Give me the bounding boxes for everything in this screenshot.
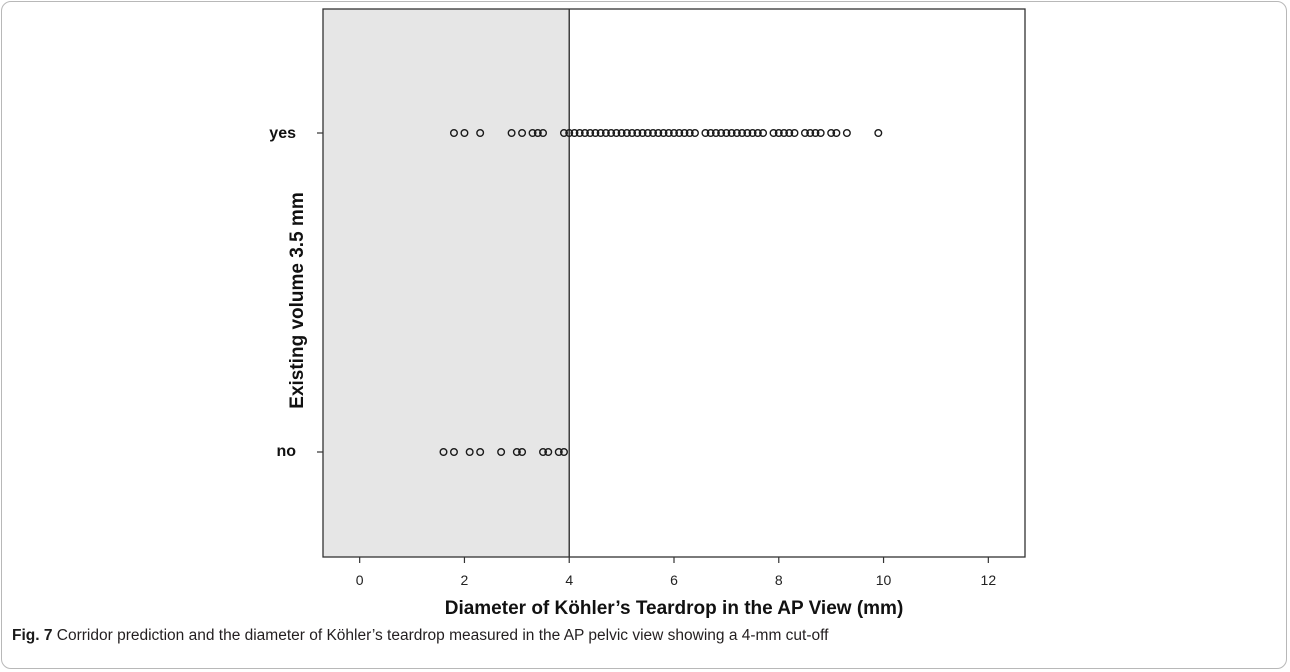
data-point bbox=[544, 448, 553, 457]
data-point bbox=[607, 128, 616, 137]
caption-text: Corridor prediction and the diameter of … bbox=[52, 627, 829, 644]
data-point bbox=[659, 128, 668, 137]
data-point bbox=[554, 448, 563, 457]
data-point bbox=[591, 128, 600, 137]
y-axis: yes no bbox=[269, 125, 323, 460]
data-point bbox=[439, 448, 448, 457]
data-point bbox=[465, 448, 474, 457]
data-point bbox=[780, 128, 789, 137]
data-point bbox=[743, 128, 752, 137]
data-point bbox=[533, 128, 542, 137]
data-point bbox=[617, 128, 626, 137]
data-point bbox=[518, 448, 527, 457]
data-point bbox=[748, 128, 757, 137]
data-point bbox=[827, 128, 836, 137]
data-point bbox=[680, 128, 689, 137]
data-point bbox=[449, 128, 458, 137]
x-tick-label: 12 bbox=[981, 572, 997, 588]
y-axis-title: Existing volume 3.5 mm bbox=[287, 192, 308, 408]
data-point bbox=[628, 128, 637, 137]
data-point bbox=[643, 128, 652, 137]
data-point bbox=[690, 128, 699, 137]
data-point bbox=[701, 128, 710, 137]
data-point bbox=[654, 128, 663, 137]
data-point bbox=[575, 128, 584, 137]
x-tick-label: 0 bbox=[356, 572, 364, 588]
data-point bbox=[559, 128, 568, 137]
data-point bbox=[732, 128, 741, 137]
data-point bbox=[842, 128, 851, 137]
data-point bbox=[633, 128, 642, 137]
x-tick-label: 8 bbox=[775, 572, 783, 588]
data-point bbox=[507, 128, 516, 137]
data-point bbox=[759, 128, 768, 137]
data-point bbox=[806, 128, 815, 137]
data-point bbox=[570, 128, 579, 137]
data-point bbox=[717, 128, 726, 137]
data-point bbox=[670, 128, 679, 137]
data-point bbox=[774, 128, 783, 137]
data-point bbox=[832, 128, 841, 137]
figure-caption: Fig. 7 Corridor prediction and the diame… bbox=[12, 627, 1272, 645]
data-point bbox=[711, 128, 720, 137]
data-point bbox=[559, 448, 568, 457]
x-tick-label: 6 bbox=[670, 572, 678, 588]
data-point bbox=[476, 448, 485, 457]
data-point bbox=[518, 128, 527, 137]
data-point bbox=[539, 448, 548, 457]
data-point bbox=[685, 128, 694, 137]
data-point bbox=[580, 128, 589, 137]
data-point bbox=[800, 128, 809, 137]
data-point bbox=[601, 128, 610, 137]
data-point bbox=[460, 128, 469, 137]
data-point bbox=[769, 128, 778, 137]
data-point bbox=[727, 128, 736, 137]
data-point bbox=[476, 128, 485, 137]
data-point bbox=[565, 128, 574, 137]
data-point bbox=[512, 448, 521, 457]
data-point bbox=[622, 128, 631, 137]
y-category-label: no bbox=[276, 443, 296, 460]
data-point bbox=[675, 128, 684, 137]
data-point bbox=[612, 128, 621, 137]
data-point bbox=[528, 128, 537, 137]
data-point bbox=[638, 128, 647, 137]
x-axis: 0 2 4 6 8 10 12 bbox=[356, 557, 997, 588]
data-point bbox=[664, 128, 673, 137]
scatter-chart: 0 2 4 6 8 10 12 yes no Diameter of Köhler’s Tea… bbox=[269, 8, 1026, 619]
data-point bbox=[722, 128, 731, 137]
x-axis-title: Diameter of Köhler’s Teardrop in the AP … bbox=[445, 598, 904, 619]
data-point bbox=[790, 128, 799, 137]
shaded-region bbox=[323, 9, 570, 557]
caption-label: Fig. 7 bbox=[12, 627, 53, 644]
data-point bbox=[753, 128, 762, 137]
x-tick-label: 4 bbox=[565, 572, 573, 588]
data-point bbox=[785, 128, 794, 137]
data-points bbox=[439, 128, 883, 457]
data-point bbox=[539, 128, 548, 137]
data-point bbox=[816, 128, 825, 137]
x-tick-label: 2 bbox=[461, 572, 469, 588]
data-point bbox=[874, 128, 883, 137]
data-point bbox=[811, 128, 820, 137]
data-point bbox=[449, 448, 458, 457]
y-category-label: yes bbox=[269, 125, 296, 142]
data-point bbox=[497, 448, 506, 457]
data-point bbox=[706, 128, 715, 137]
data-point bbox=[738, 128, 747, 137]
data-point bbox=[586, 128, 595, 137]
data-point bbox=[596, 128, 605, 137]
x-tick-label: 10 bbox=[876, 572, 892, 588]
data-point bbox=[649, 128, 658, 137]
